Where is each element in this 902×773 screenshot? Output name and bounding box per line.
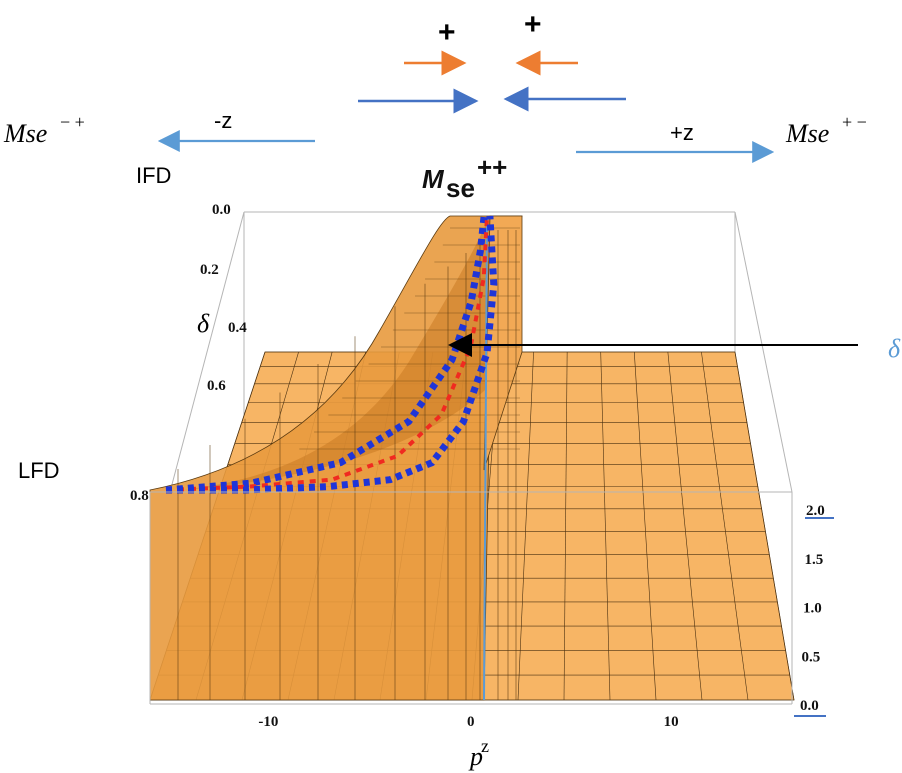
z-tick-label: 0.5 bbox=[802, 649, 821, 665]
floor-grid-line bbox=[517, 351, 534, 701]
right-arrow-label: +z bbox=[670, 120, 694, 145]
delta-tick-label: 0.8 bbox=[130, 488, 149, 504]
z-tick-label: 0.0 bbox=[800, 698, 819, 714]
ifd-label: IFD bbox=[136, 163, 171, 188]
plus-sign-left: + bbox=[438, 16, 456, 49]
x-axis-label-sup: z bbox=[481, 736, 489, 756]
z-tick-label: 1.0 bbox=[803, 601, 822, 617]
right-mse-label: Mse + − bbox=[785, 112, 867, 148]
x-axis-label: p z bbox=[468, 736, 489, 771]
chart-title-base: M bbox=[422, 164, 445, 194]
blue-dotted-left bbox=[165, 215, 488, 494]
delta-tick-label: 0.2 bbox=[200, 262, 219, 278]
floor-grid-line bbox=[563, 351, 568, 701]
chart-title-sup: ++ bbox=[477, 152, 507, 182]
right-mse-sup: + − bbox=[842, 112, 867, 132]
lfd-label: LFD bbox=[18, 458, 60, 483]
dotted-curves bbox=[165, 215, 498, 494]
delta-axis-ticks: 0.0 0.2 0.4 0.6 0.8 bbox=[130, 202, 247, 504]
chart-title: M se ++ bbox=[422, 152, 507, 203]
chart-title-sub: se bbox=[446, 173, 475, 203]
red-dotted-center bbox=[165, 215, 489, 492]
x-axis-label-base: p bbox=[468, 742, 483, 771]
left-arrow-label: -z bbox=[214, 108, 232, 133]
delta-tick-label: 0.6 bbox=[207, 378, 226, 394]
delta-tick-label: 0.0 bbox=[212, 202, 231, 218]
x-tick-label: 0 bbox=[467, 714, 475, 730]
left-mse-base: Mse bbox=[3, 119, 47, 148]
floor-grid-line bbox=[600, 351, 611, 701]
floor-grid-line bbox=[633, 351, 657, 701]
x-tick-label: -10 bbox=[258, 714, 278, 730]
surface-plot bbox=[149, 215, 795, 701]
plus-sign-right: + bbox=[524, 8, 542, 41]
delta-tick-label: 0.4 bbox=[228, 320, 247, 336]
z-tick-label: 1.5 bbox=[805, 552, 824, 568]
floor-grid-line bbox=[701, 351, 749, 701]
right-mse-base: Mse bbox=[785, 119, 829, 148]
blue-dotted-right bbox=[166, 215, 498, 494]
x-axis-ticks: -10 0 10 bbox=[258, 714, 678, 730]
left-mse-label: Mse − + bbox=[3, 112, 85, 148]
floor-grid-line bbox=[734, 351, 795, 701]
left-mse-sup: − + bbox=[60, 112, 85, 132]
z-tick-label: 2.0 bbox=[806, 503, 825, 519]
z-axis-ticks: 0.0 0.5 1.0 1.5 2.0 bbox=[800, 503, 825, 714]
x-tick-label: 10 bbox=[664, 714, 679, 730]
plot-box-front bbox=[149, 491, 793, 705]
floor-grid-line bbox=[667, 351, 703, 701]
pz-zero-line bbox=[483, 217, 488, 701]
cut-label: δ bbox=[888, 334, 901, 363]
delta-axis-label: δ bbox=[197, 309, 210, 338]
